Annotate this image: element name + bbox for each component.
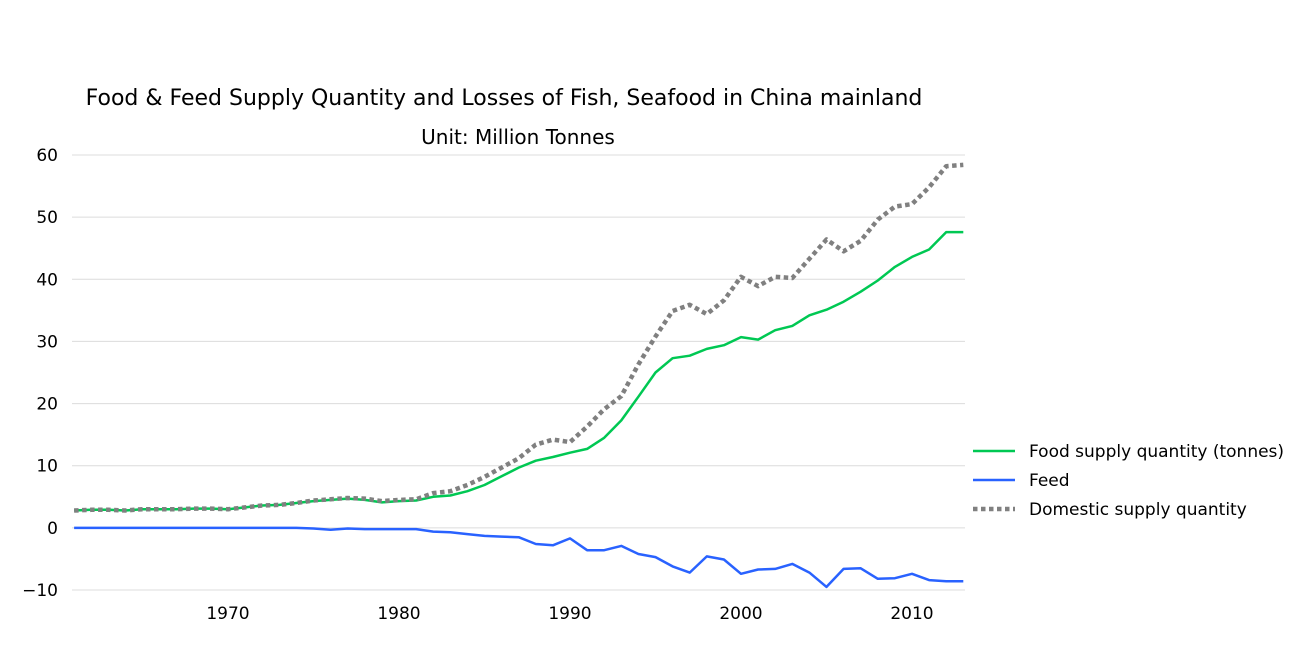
x-tick-label: 1990 — [548, 604, 591, 624]
x-tick-label: 1970 — [206, 604, 249, 624]
y-tick-label: 10 — [36, 457, 58, 477]
y-tick-label: 0 — [47, 519, 58, 539]
chart-subtitle: Unit: Million Tonnes — [421, 125, 615, 149]
y-tick-label: 40 — [36, 270, 58, 290]
y-tick-label: 20 — [36, 395, 58, 415]
series-line-0 — [74, 230, 964, 512]
y-tick-label: 30 — [36, 332, 58, 352]
x-tick-label: 2000 — [719, 604, 762, 624]
series-line-1 — [74, 526, 964, 589]
grid-lines — [72, 154, 965, 591]
series-lines — [74, 162, 964, 589]
legend-label-0: Food supply quantity (tonnes) — [1029, 442, 1284, 462]
legend-label-1: Feed — [1029, 471, 1070, 491]
y-tick-label: −10 — [22, 581, 58, 601]
x-tick-label: 2010 — [890, 604, 933, 624]
series-line-2 — [74, 162, 964, 513]
legend: Food supply quantity (tonnes) Feed Domesti… — [973, 442, 1284, 520]
x-tick-label: 1980 — [377, 604, 420, 624]
y-tick-label: 50 — [36, 208, 58, 228]
legend-label-2: Domestic supply quantity — [1029, 500, 1247, 520]
y-axis-ticks: −10 0 10 20 30 40 50 60 — [22, 146, 58, 601]
x-axis-ticks: 1970 1980 1990 2000 2010 — [206, 604, 933, 624]
y-tick-label: 60 — [36, 146, 58, 166]
chart-title: Food & Feed Supply Quantity and Losses o… — [86, 86, 923, 111]
